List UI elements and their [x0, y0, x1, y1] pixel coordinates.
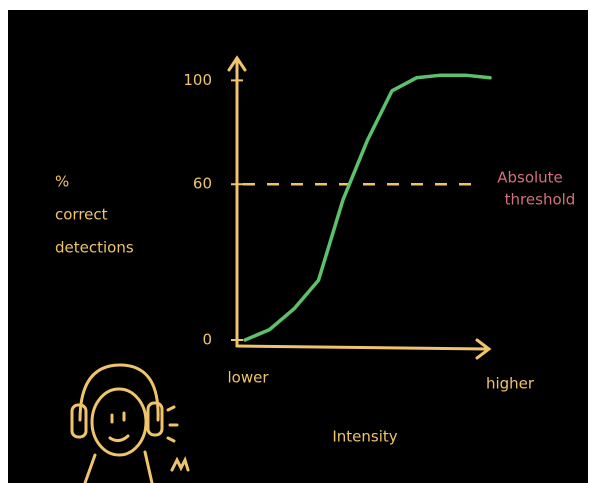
x-axis-label: lower	[227, 369, 269, 387]
person-icon	[70, 363, 190, 483]
curve	[243, 73, 492, 342]
y-axis	[227, 55, 247, 348]
y-axis-label: correct	[55, 206, 108, 224]
y-axis-label: detections	[55, 239, 134, 257]
x-axis-label: higher	[486, 375, 535, 393]
threshold-label: Absolute	[497, 169, 563, 187]
threshold-label: threshold	[505, 191, 576, 209]
y-tick-label: 100	[183, 71, 212, 89]
x-axis-title: Intensity	[332, 428, 397, 446]
y-tick-label: 0	[202, 331, 212, 349]
y-axis-label: %	[55, 173, 69, 191]
y-tick-label: 60	[193, 175, 212, 193]
board	[8, 10, 588, 483]
x-axis	[235, 338, 492, 360]
